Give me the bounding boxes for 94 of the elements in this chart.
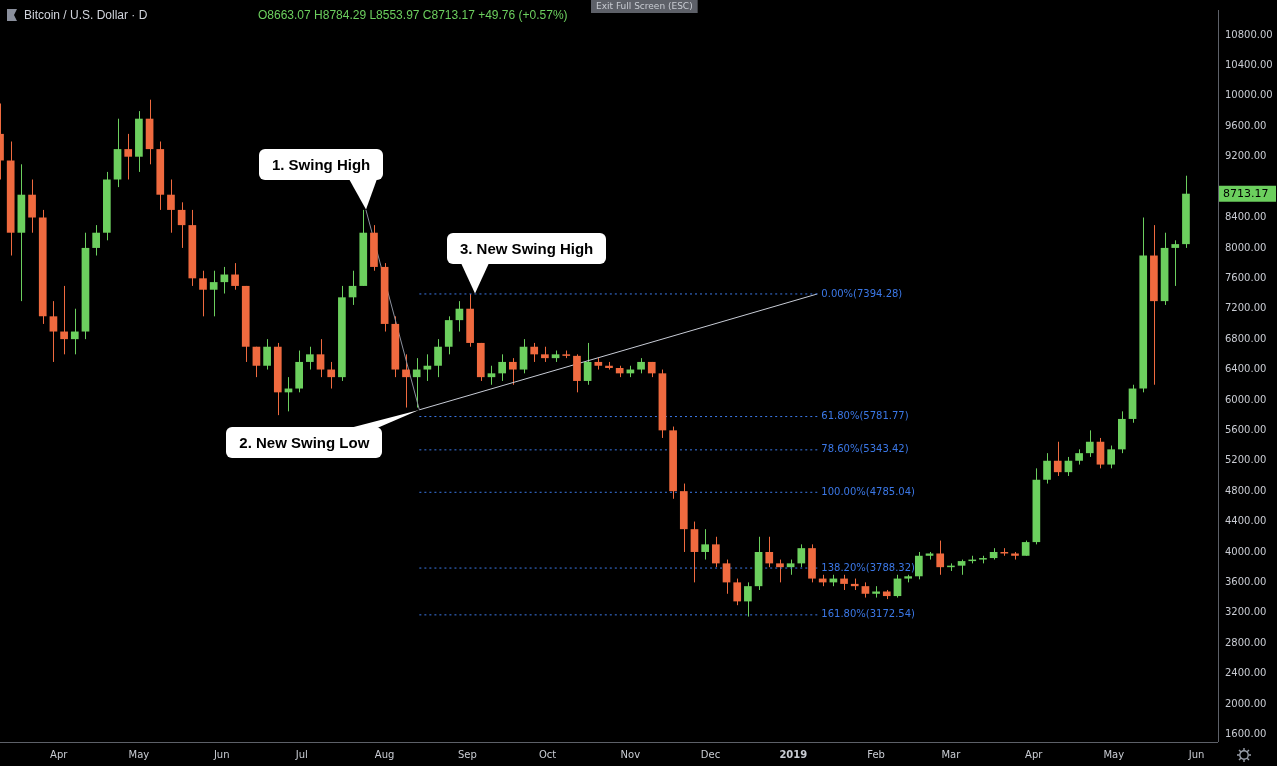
y-tick-label: 9600.00: [1225, 119, 1267, 131]
candlestick: [498, 353, 506, 382]
candlestick: [1053, 441, 1062, 477]
chart-subtitle: O8663.07 H8784.29 L8553.97 C8713.17 +49.76 (+0.57%): [258, 8, 568, 23]
candlestick: [1107, 445, 1115, 469]
y-tick-label: 6400.00: [1225, 363, 1267, 375]
candlestick: [1171, 239, 1180, 287]
x-tick-label: Jul: [294, 748, 308, 760]
candlestick: [519, 338, 528, 374]
candlestick: [92, 224, 100, 257]
y-tick-label: 3600.00: [1225, 575, 1267, 587]
candlestick: [765, 536, 774, 568]
y-tick-label: 4400.00: [1225, 515, 1267, 527]
x-tick-label: Sep: [458, 748, 477, 760]
x-tick-label: Mar: [941, 748, 962, 760]
x-tick-label: Aug: [374, 748, 395, 760]
candlestick: [487, 365, 496, 386]
y-tick-label: 6800.00: [1225, 332, 1267, 344]
annotation: Exit Full Screen (ESC): [596, 1, 693, 12]
x-tick-label: Dec: [700, 748, 721, 760]
x-tick-label: Feb: [867, 748, 885, 760]
candlestick: [434, 338, 442, 378]
candlestick: [167, 179, 175, 234]
candlestick: [583, 342, 592, 386]
x-tick-label: May: [128, 748, 150, 760]
candlestick: [402, 353, 410, 409]
candlestick: [690, 521, 699, 583]
candlestick: [722, 559, 731, 595]
y-tick-label: 9200.00: [1225, 150, 1267, 162]
y-tick-label: 2800.00: [1225, 636, 1267, 648]
candlestick: [124, 133, 133, 181]
candlestick: [530, 342, 539, 363]
candlestick: [177, 201, 186, 249]
candlestick: [70, 308, 79, 355]
candlestick: [263, 338, 271, 371]
series-label: 61.80%(5781.77): [821, 410, 909, 422]
candlestick: [701, 528, 709, 561]
x-tick-label: Apr: [50, 748, 69, 760]
y-tick-label: 10800.00: [1225, 28, 1273, 40]
chart-title: Bitcoin / U.S. Dollar · D: [24, 8, 148, 23]
candlestick: [306, 346, 314, 371]
candlestick: [733, 578, 742, 606]
candlestick: [936, 540, 945, 576]
x-tick-label: May: [1103, 748, 1125, 760]
annotation: 2. New Swing Low: [226, 427, 383, 459]
y-tick-label: 4000.00: [1225, 545, 1267, 557]
x-tick-label: Jun: [1187, 748, 1205, 760]
series-label: 100.00%(4785.04): [821, 485, 916, 497]
y-tick-label: 5200.00: [1225, 454, 1267, 466]
y-tick-label: 10000.00: [1225, 89, 1273, 101]
x-tick-label: 2019: [779, 748, 808, 760]
candlestick: [60, 285, 68, 355]
y-tick-label: 8400.00: [1225, 211, 1267, 223]
candlestick: [28, 179, 36, 234]
candlestick: [744, 581, 752, 618]
series-label: 0.00%(7394.28): [821, 287, 903, 299]
series-label: 78.60%(5343.42): [821, 443, 909, 455]
candlestick: [49, 300, 58, 363]
y-tick-label: 4800.00: [1225, 484, 1267, 496]
candlestick: [1043, 452, 1051, 485]
x-tick-label: Jun: [212, 748, 230, 760]
y-tick-label: 7600.00: [1225, 271, 1267, 283]
y-tick-label: 1600.00: [1225, 727, 1267, 739]
candlestick: [209, 270, 218, 317]
candlestick: [1096, 437, 1105, 469]
candlestick: [712, 536, 720, 568]
y-tick-label: 2000.00: [1225, 697, 1267, 709]
candlestick: [776, 559, 784, 583]
series-label: 138.20%(3788.32): [821, 561, 916, 573]
candlestick: [509, 357, 517, 386]
text: 8713.17: [1223, 186, 1269, 200]
candlestick: [327, 361, 336, 390]
candlestick: [316, 338, 325, 378]
candlestick: [199, 270, 207, 317]
candlestick: [915, 551, 923, 580]
y-tick-label: 8000.00: [1225, 241, 1267, 253]
y-tick-label: 10400.00: [1225, 59, 1273, 71]
y-tick-label: 6000.00: [1225, 393, 1267, 405]
x-tick-label: Oct: [538, 748, 557, 760]
y-tick-label: 2400.00: [1225, 667, 1267, 679]
candlestick: [412, 357, 421, 409]
candlestick: [423, 353, 432, 382]
annotation: 3. New Swing High: [446, 233, 607, 265]
annotation: 1. Swing High: [258, 149, 384, 181]
series-label: 161.80%(3172.54): [821, 608, 916, 620]
y-tick-label: 7200.00: [1225, 302, 1267, 314]
y-tick-label: 5600.00: [1225, 423, 1267, 435]
candlestick: [231, 262, 239, 291]
candlestick: [252, 346, 261, 378]
candlestick: [1085, 429, 1094, 458]
y-tick-label: 3200.00: [1225, 606, 1267, 618]
candlestick: [797, 543, 806, 568]
x-tick-label: Apr: [1025, 748, 1044, 760]
x-tick-label: Nov: [620, 748, 641, 760]
